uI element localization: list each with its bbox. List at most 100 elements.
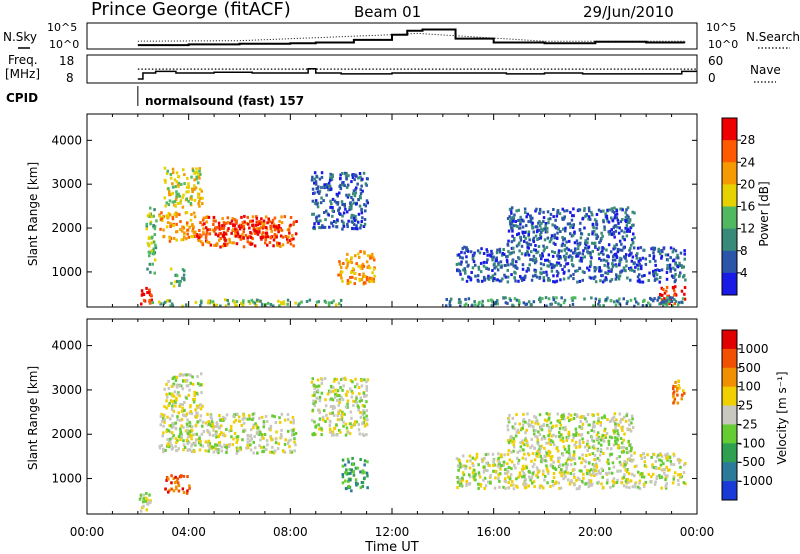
heatmap-cell	[622, 246, 625, 250]
heatmap-cell	[527, 253, 531, 257]
heatmap-cell	[551, 254, 555, 258]
heatmap-cell	[514, 279, 517, 283]
heatmap-cell	[534, 270, 537, 274]
heatmap-cell	[568, 239, 571, 243]
heatmap-cell	[654, 460, 658, 463]
heatmap-cell	[196, 173, 200, 177]
heatmap-cell	[619, 437, 623, 440]
heatmap-cell	[586, 469, 589, 472]
heatmap-cell	[165, 225, 169, 229]
heatmap-cell	[233, 223, 237, 227]
heatmap-cell	[607, 220, 611, 224]
heatmap-cell	[588, 275, 591, 279]
heatmap-cell	[173, 375, 176, 379]
heatmap-cell	[139, 509, 143, 513]
heatmap-cell	[665, 482, 668, 486]
heatmap-cell	[349, 387, 352, 391]
heatmap-cell	[629, 479, 632, 483]
heatmap-cell	[456, 486, 459, 490]
heatmap-cell	[265, 227, 269, 231]
heatmap-cell	[149, 500, 152, 504]
heatmap-cell	[241, 301, 245, 305]
heatmap-cell	[191, 190, 194, 194]
heatmap-cell	[193, 171, 196, 175]
heatmap-cell	[194, 300, 198, 304]
heatmap-cell	[558, 464, 562, 468]
heatmap-cell	[539, 454, 542, 458]
heatmap-cell	[243, 416, 246, 420]
heatmap-cell	[619, 469, 622, 473]
heatmap-cell	[562, 227, 565, 231]
heatmap-cell	[510, 226, 513, 230]
heatmap-cell	[559, 230, 562, 233]
heatmap-cell	[509, 473, 513, 477]
heatmap-cell	[272, 451, 276, 455]
heatmap-cell	[358, 273, 361, 276]
heatmap-cell	[140, 289, 144, 293]
heatmap-cell	[652, 269, 655, 273]
heatmap-cell	[469, 475, 472, 479]
heatmap-cell	[282, 300, 285, 304]
heatmap-cell	[174, 185, 177, 189]
heatmap-cell	[654, 263, 657, 267]
heatmap-cell	[474, 457, 477, 461]
heatmap-cell	[287, 235, 290, 239]
heatmap-cell	[362, 225, 366, 228]
heatmap-cell	[174, 421, 177, 425]
heatmap-cell	[637, 470, 640, 474]
heatmap-cell	[683, 274, 686, 278]
heatmap-cell	[674, 285, 677, 289]
heatmap-cell	[198, 235, 201, 239]
heatmap-cell	[672, 247, 676, 251]
heatmap-cell	[181, 403, 184, 407]
heatmap-cell	[589, 481, 592, 485]
heatmap-cell	[541, 252, 544, 256]
heatmap-cell	[523, 276, 526, 280]
heatmap-cell	[647, 279, 650, 282]
heatmap-cell	[546, 230, 549, 234]
heatmap-cell	[527, 268, 531, 272]
heatmap-cell	[195, 167, 198, 171]
heatmap-cell	[489, 298, 493, 302]
nsearch-series-line	[137, 32, 685, 42]
heatmap-cell	[151, 262, 154, 266]
heatmap-cell	[158, 214, 162, 218]
heatmap-cell	[591, 222, 595, 226]
heatmap-cell	[215, 421, 218, 425]
heatmap-cell	[624, 215, 628, 219]
heatmap-cell	[621, 417, 624, 421]
heatmap-cell	[256, 451, 259, 455]
heatmap-cell	[162, 302, 165, 306]
heatmap-cell	[283, 418, 287, 422]
heatmap-cell	[524, 210, 527, 214]
heatmap-cell	[557, 481, 561, 485]
heatmap-cell	[262, 225, 265, 229]
heatmap-cell	[357, 264, 360, 268]
heatmap-cell	[486, 276, 490, 280]
heatmap-cell	[199, 439, 202, 443]
heatmap-cell	[549, 463, 553, 467]
heatmap-cell	[373, 258, 376, 262]
heatmap-cell	[359, 470, 362, 474]
heatmap-cell	[172, 236, 176, 240]
heatmap-cell	[612, 247, 615, 251]
heatmap-cell	[349, 410, 353, 414]
heatmap-cell	[271, 218, 275, 222]
heatmap-cell	[350, 216, 353, 220]
heatmap-cell	[581, 217, 584, 221]
heatmap-cell	[329, 199, 332, 203]
heatmap-cell	[185, 237, 188, 241]
heatmap-cell	[643, 460, 646, 464]
heatmap-cell	[624, 253, 628, 257]
heatmap-cell	[222, 415, 225, 419]
heatmap-cell	[169, 176, 173, 180]
heatmap-cell	[635, 256, 639, 260]
heatmap-cell	[359, 250, 362, 254]
heatmap-cell	[527, 422, 530, 426]
heatmap-cell	[356, 182, 359, 186]
heatmap-cell	[639, 473, 642, 477]
heatmap-cell	[168, 190, 171, 194]
colorbar-tick-label: -25	[738, 417, 758, 431]
heatmap-cell	[592, 439, 596, 443]
heatmap-cell	[347, 281, 350, 285]
